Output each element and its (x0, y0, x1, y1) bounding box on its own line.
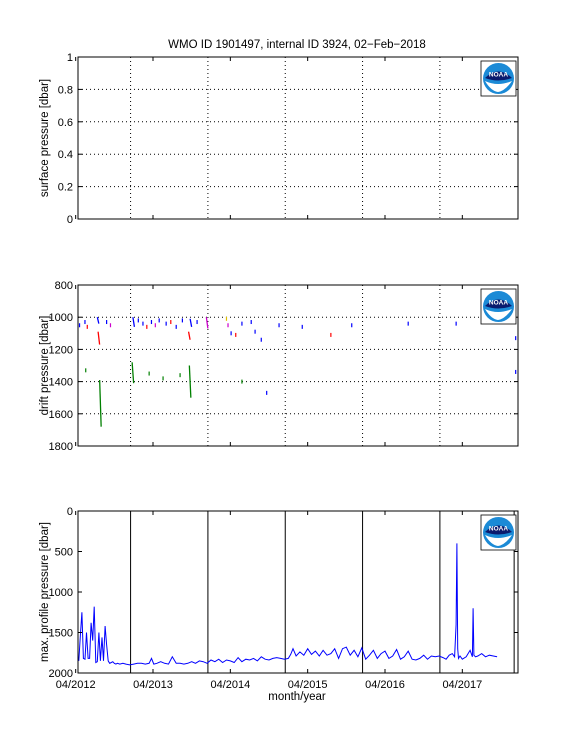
y-tick-label: 1400 (49, 377, 73, 389)
noaa-logo-icon: NOAA (480, 60, 517, 97)
drift-point (227, 323, 229, 328)
drift-point (146, 324, 148, 329)
drift-point (106, 320, 108, 325)
drift-point (330, 332, 332, 337)
surface-pressure-panel: 0 0.2 0.4 0.6 0.8 1 surface pressure [dbar] NOA… (39, 52, 519, 226)
logo-bird (485, 71, 512, 81)
y-tick-label: 1600 (49, 409, 73, 421)
noaa-logo-icon: NOAA (480, 514, 517, 551)
drift-point (260, 337, 262, 342)
drift-point (241, 379, 243, 384)
drift-segment (187, 331, 191, 340)
logo-text: NOAA (489, 72, 508, 79)
logo-bird (485, 299, 512, 309)
x-tick-label: 04/2012 (56, 679, 96, 691)
x-tick-label: 04/2015 (288, 679, 328, 691)
drift-segment (97, 331, 101, 345)
x-tick-label: 04/2017 (442, 679, 482, 691)
drift-segment (96, 317, 100, 324)
y-axis-label: drift pressure [dbar] (39, 316, 51, 416)
drift-point (179, 373, 181, 378)
axes-frame (77, 284, 519, 447)
drift-point (254, 329, 256, 334)
noaa-logo-icon: NOAA (480, 288, 517, 325)
drift-segment (205, 317, 209, 329)
max-pressure-line (78, 543, 498, 666)
y-tick-label: 0 (67, 214, 73, 226)
y-tick-label: 0.6 (58, 117, 73, 129)
drift-point (137, 318, 139, 323)
drift-point (278, 323, 280, 328)
figure-title: WMO ID 1901497, internal ID 3924, 02−Feb… (168, 39, 426, 51)
y-tick-label: 1000 (49, 312, 73, 324)
drift-point (351, 323, 353, 328)
drift-point (86, 324, 88, 329)
x-tick-label: 04/2014 (210, 679, 250, 691)
drift-point (235, 332, 237, 337)
plot-area (78, 57, 518, 219)
drift-point (250, 320, 252, 325)
drift-point (78, 323, 81, 328)
axes-frame (77, 56, 519, 220)
drift-point (154, 323, 156, 328)
logo-text: NOAA (489, 300, 508, 307)
y-tick-label: 1500 (49, 628, 73, 640)
logo-bird (485, 525, 512, 535)
drift-point (85, 368, 87, 373)
y-tick-label: 1200 (49, 344, 73, 356)
drift-point (455, 321, 457, 326)
y-tick-label: 2000 (49, 668, 73, 680)
drift-point (109, 323, 112, 328)
drift-point (162, 376, 164, 381)
drift-point (142, 321, 144, 326)
plot-area (78, 511, 518, 673)
x-tick-label: 04/2016 (365, 679, 405, 691)
plot-area (78, 285, 518, 446)
drift-point (266, 390, 268, 395)
drift-point (407, 321, 409, 326)
drift-point (148, 371, 150, 376)
drift-segment (188, 365, 192, 398)
y-tick-label: 0.4 (58, 149, 73, 161)
y-tick-label: 500 (55, 547, 73, 559)
x-axis-label: month/year (268, 691, 326, 703)
y-tick-label: 0.8 (58, 84, 73, 96)
y-tick-label: 0 (67, 506, 73, 518)
logo-wave (485, 309, 512, 320)
y-tick-label: 1000 (49, 587, 73, 599)
drift-segment (131, 362, 135, 384)
y-tick-label: 0.2 (58, 182, 73, 194)
y-axis-label: surface pressure [dbar] (39, 79, 51, 197)
drift-point (165, 321, 167, 326)
drift-point (230, 331, 232, 336)
drift-point (181, 318, 183, 323)
logo-wave (485, 81, 512, 92)
x-tick-label: 04/2013 (133, 679, 173, 691)
y-tick-label: 1 (67, 52, 73, 64)
drift-point (301, 324, 303, 329)
drift-point (515, 369, 517, 374)
drift-segment (189, 318, 193, 327)
logo-text: NOAA (489, 526, 508, 533)
y-tick-label: 800 (55, 280, 73, 292)
drift-point (241, 321, 243, 326)
logo-wave (485, 535, 512, 546)
drift-point (175, 324, 177, 329)
drift-pressure-panel: 800 1000 1200 1400 1600 1800 drift pressure [d… (39, 280, 519, 453)
drift-segment (132, 317, 136, 327)
drift-point (196, 320, 198, 325)
drift-point (515, 336, 517, 341)
y-axis-label: max. profile pressure [dbar] (39, 522, 51, 662)
drift-segment (99, 379, 102, 427)
drift-point (84, 320, 86, 325)
drift-point (150, 320, 153, 325)
drift-point (225, 316, 228, 321)
y-tick-label: 1800 (49, 441, 73, 453)
drift-point (170, 320, 172, 325)
drift-point (158, 318, 160, 323)
